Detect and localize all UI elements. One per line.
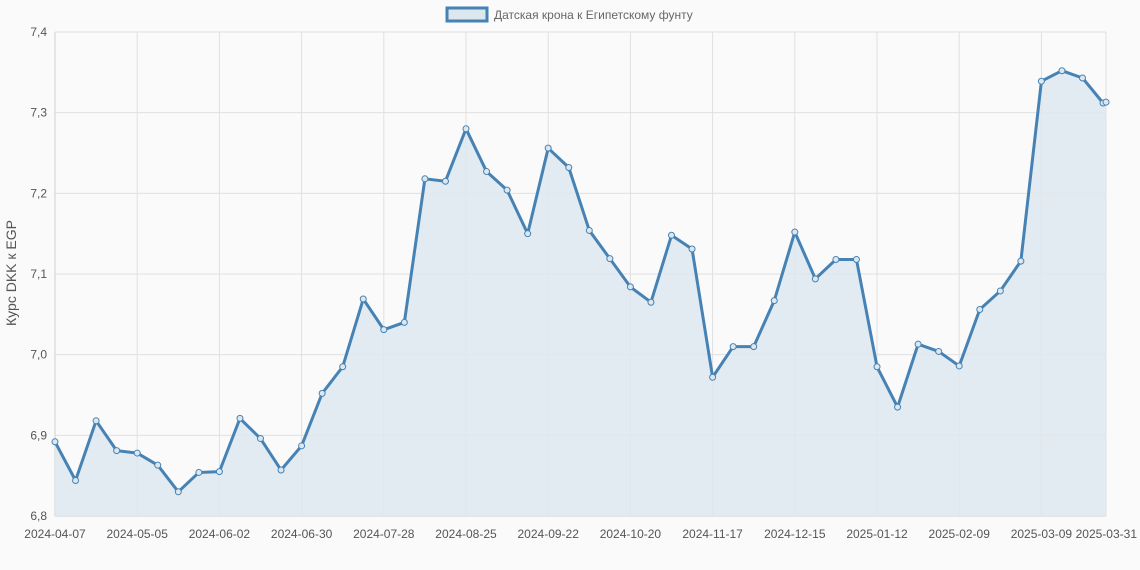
axes: 6,8 6,9 7,0 7,1 7,2 7,3 7,4 2024-04-07 2024-05-0… [24, 25, 1137, 541]
data-point [1058, 67, 1066, 75]
data-point [544, 144, 552, 152]
legend-label[interactable]: Датская крона к Египетскому фунту [494, 8, 693, 22]
data-point [832, 255, 840, 263]
data-point [729, 343, 737, 351]
data-point [154, 461, 162, 469]
x-tick-label: 2025-01-12 [846, 527, 908, 541]
y-axis-label: Курс DKK к EGP [3, 220, 19, 326]
data-point [195, 468, 203, 476]
plot-area [51, 67, 1110, 516]
data-point [339, 363, 347, 371]
x-tick-label: 2024-11-17 [682, 527, 743, 541]
data-point [1037, 77, 1045, 85]
data-point [524, 230, 532, 238]
y-tick-label: 7,3 [30, 106, 47, 120]
x-tick-label: 2025-03-31 [1076, 527, 1138, 541]
data-point [626, 283, 634, 291]
x-tick-label: 2024-07-28 [353, 527, 415, 541]
data-point [257, 435, 264, 443]
data-point [668, 231, 676, 239]
data-point [277, 466, 285, 474]
data-point [462, 125, 470, 133]
data-point [976, 305, 984, 313]
data-point [503, 186, 511, 194]
data-point [72, 477, 80, 485]
x-tick-label: 2024-12-15 [764, 527, 826, 541]
data-point [811, 275, 819, 283]
data-point [441, 177, 449, 185]
data-point [914, 340, 922, 348]
y-tick-label: 7,1 [30, 267, 47, 281]
data-point [1017, 257, 1025, 265]
series-area [55, 70, 1106, 516]
data-point [51, 438, 59, 446]
data-point [852, 255, 860, 263]
data-point [935, 347, 943, 355]
data-point [647, 298, 655, 306]
data-point [174, 488, 182, 496]
data-point [709, 373, 717, 381]
data-point [298, 442, 306, 450]
data-point [606, 255, 614, 263]
data-point [873, 363, 881, 371]
data-point [688, 245, 696, 253]
data-point [421, 175, 429, 183]
x-tick-label: 2024-08-25 [435, 527, 497, 541]
data-point [133, 449, 141, 457]
data-point [770, 297, 778, 305]
y-tick-label: 6,9 [30, 428, 47, 442]
x-tick-label: 2024-05-05 [107, 527, 169, 541]
y-tick-label: 7,0 [30, 348, 47, 362]
data-point [318, 389, 326, 397]
data-point [894, 403, 902, 411]
data-point [113, 447, 121, 455]
x-tick-label: 2025-02-09 [929, 527, 991, 541]
data-point [236, 414, 244, 422]
legend-swatch[interactable] [445, 6, 489, 23]
y-tick-label: 6,8 [30, 509, 47, 523]
data-point [359, 295, 367, 303]
data-point [955, 362, 963, 370]
data-point [750, 343, 758, 351]
x-tick-label: 2024-06-02 [189, 527, 251, 541]
data-point [791, 228, 799, 236]
x-tick-label: 2024-10-20 [600, 527, 662, 541]
data-point [565, 164, 573, 172]
data-point [92, 417, 100, 425]
data-point [1079, 74, 1087, 82]
legend[interactable]: Датская крона к Египетскому фунту [445, 6, 693, 23]
data-point [1102, 98, 1110, 106]
x-tick-label: 2025-03-09 [1011, 527, 1073, 541]
x-tick-label: 2024-09-22 [518, 527, 580, 541]
data-point [483, 168, 491, 176]
x-tick-label: 2024-06-30 [271, 527, 333, 541]
data-point [585, 226, 593, 234]
data-point [996, 287, 1004, 295]
y-tick-label: 7,2 [30, 186, 47, 200]
x-tick-label: 2024-04-07 [24, 527, 86, 541]
y-tick-label: 7,4 [30, 25, 47, 39]
data-point [380, 326, 388, 334]
data-point [400, 318, 408, 326]
data-point [215, 468, 223, 476]
